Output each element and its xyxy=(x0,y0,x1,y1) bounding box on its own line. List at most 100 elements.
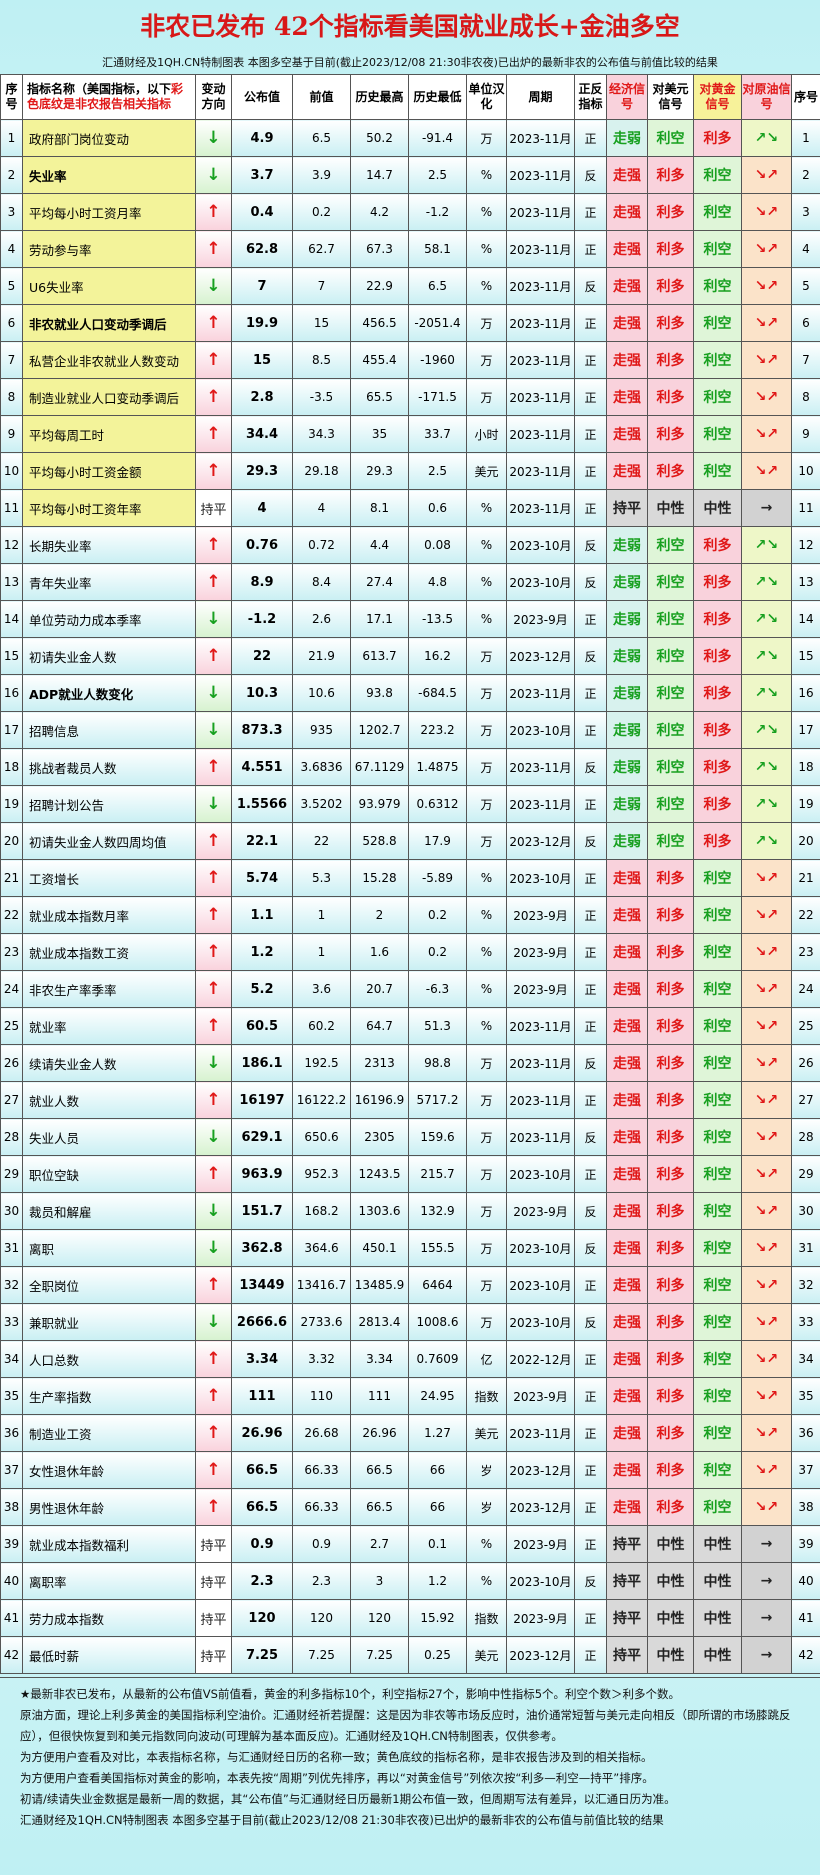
table-row: 12 长期失业率 ↑ 0.76 0.72 4.4 0.08% 2023-10月反走弱 利空 利多 ↗… xyxy=(0,526,820,564)
table-row: 25 就业率 ↑ 60.5 60.2 64.7 51.3% 2023-11月正走强 利多 利空 ↘↗… xyxy=(0,1007,820,1045)
usd-signal: 利多 xyxy=(647,859,694,897)
current-value: 22.1 xyxy=(231,822,293,860)
economy-signal: 走弱 xyxy=(606,600,648,638)
historical-high: 2313 xyxy=(350,1044,409,1082)
change-direction: ↑ xyxy=(195,1007,232,1045)
oil-signal: ↘↗ xyxy=(741,970,792,1008)
usd-signal: 利空 xyxy=(647,526,694,564)
row-number: 2 xyxy=(0,156,23,194)
gold-signal: 利空 xyxy=(693,267,742,305)
previous-value: 21.9 xyxy=(292,637,351,675)
period: 2023-10月 xyxy=(506,1266,575,1304)
usd-signal: 利多 xyxy=(647,1044,694,1082)
period: 2023-10月 xyxy=(506,1229,575,1267)
indicator-name: 最低时薪 xyxy=(22,1636,196,1674)
change-direction: ↓ xyxy=(195,119,232,157)
current-value: 873.3 xyxy=(231,711,293,749)
row-number: 26 xyxy=(0,1044,23,1082)
change-direction: ↑ xyxy=(195,341,232,379)
indicator-name: 制造业就业人口变动季调后 xyxy=(22,378,196,416)
row-number: 10 xyxy=(791,452,820,490)
previous-value: 13416.7 xyxy=(292,1266,351,1304)
gold-signal: 利多 xyxy=(693,563,742,601)
historical-low: 66 xyxy=(408,1488,467,1526)
row-number: 18 xyxy=(791,748,820,786)
period: 2023-10月 xyxy=(506,1562,575,1600)
gold-signal: 中性 xyxy=(693,1562,742,1600)
previous-value: 2733.6 xyxy=(292,1303,351,1341)
row-number: 31 xyxy=(791,1229,820,1267)
economy-signal: 持平 xyxy=(606,1599,648,1637)
economy-signal: 走强 xyxy=(606,304,648,342)
indicator-name: 女性退休年龄 xyxy=(22,1451,196,1489)
row-number: 4 xyxy=(791,230,820,268)
row-number: 17 xyxy=(791,711,820,749)
change-direction: ↑ xyxy=(195,1340,232,1378)
usd-signal: 利多 xyxy=(647,1229,694,1267)
usd-signal: 中性 xyxy=(647,1562,694,1600)
period: 2023-11月 xyxy=(506,1007,575,1045)
row-number: 14 xyxy=(791,600,820,638)
historical-high: 528.8 xyxy=(350,822,409,860)
current-value: 22 xyxy=(231,637,293,675)
historical-high: 67.1129 xyxy=(350,748,409,786)
previous-value: 34.3 xyxy=(292,415,351,453)
historical-high: 3.34 xyxy=(350,1340,409,1378)
previous-value: 952.3 xyxy=(292,1155,351,1193)
usd-signal: 利空 xyxy=(647,600,694,638)
previous-value: 364.6 xyxy=(292,1229,351,1267)
economy-signal: 走弱 xyxy=(606,119,648,157)
historical-low: -1.2 xyxy=(408,193,467,231)
current-value: 2.8 xyxy=(231,378,293,416)
current-value: 19.9 xyxy=(231,304,293,342)
oil-signal: ↘↗ xyxy=(741,156,792,194)
usd-signal: 利多 xyxy=(647,1414,694,1452)
indicator-name: 续请失业金人数 xyxy=(22,1044,196,1082)
period: 2023-11月 xyxy=(506,378,575,416)
gold-signal: 利空 xyxy=(693,304,742,342)
table-row: 22 就业成本指数月率 ↑ 1.1 1 2 0.2% 2023-9月正走强 利多 利空 ↘↗ 22 xyxy=(0,896,820,934)
row-number: 32 xyxy=(0,1266,23,1304)
indicator-name: 职位空缺 xyxy=(22,1155,196,1193)
period: 2023-10月 xyxy=(506,711,575,749)
table-row: 1 政府部门岗位变动 ↓ 4.9 6.5 50.2 -91.4 万 2023-11月正走弱 利空利… xyxy=(0,119,820,157)
period: 2023-11月 xyxy=(506,1414,575,1452)
oil-signal: ↗↘ xyxy=(741,674,792,712)
economy-signal: 走强 xyxy=(606,1118,648,1156)
historical-low: 223.2 xyxy=(408,711,467,749)
change-direction: 持平 xyxy=(195,1562,232,1600)
column-header: 对美元信号 xyxy=(647,74,694,120)
gold-signal: 利空 xyxy=(693,1451,742,1489)
economy-signal: 走弱 xyxy=(606,711,648,749)
previous-value: 66.33 xyxy=(292,1451,351,1489)
gold-signal: 利空 xyxy=(693,970,742,1008)
period: 2023-9月 xyxy=(506,933,575,971)
polarity: 正 xyxy=(574,1525,607,1563)
oil-signal: ↗↘ xyxy=(741,711,792,749)
oil-signal: ↘↗ xyxy=(741,230,792,268)
gold-signal: 利空 xyxy=(693,1118,742,1156)
table-row: 2 失业率 ↓ 3.7 3.9 14.7 2.5% 2023-11月反走强 利多 利空 ↘↗ 2 xyxy=(0,156,820,194)
historical-high: 2.7 xyxy=(350,1525,409,1563)
historical-high: 20.7 xyxy=(350,970,409,1008)
change-direction: ↑ xyxy=(195,1266,232,1304)
indicator-name: 非农就业人口变动季调后 xyxy=(22,304,196,342)
row-number: 38 xyxy=(0,1488,23,1526)
previous-value: 2.6 xyxy=(292,600,351,638)
change-direction: ↑ xyxy=(195,970,232,1008)
unit: 万 xyxy=(466,711,507,749)
table-row: 20 初请失业金人数四周均值 ↑ 22.1 22 528.8 17.9 万 2023-12月反走… xyxy=(0,822,820,860)
historical-low: 0.2 xyxy=(408,933,467,971)
table-row: 37 女性退休年龄 ↑ 66.5 66.33 66.5 66 岁 2023-12月正走强 利多 利空… xyxy=(0,1451,820,1489)
previous-value: -3.5 xyxy=(292,378,351,416)
unit: 万 xyxy=(466,1266,507,1304)
usd-signal: 利多 xyxy=(647,1118,694,1156)
polarity: 正 xyxy=(574,711,607,749)
change-direction: ↓ xyxy=(195,156,232,194)
historical-low: 98.8 xyxy=(408,1044,467,1082)
historical-low: -171.5 xyxy=(408,378,467,416)
historical-high: 26.96 xyxy=(350,1414,409,1452)
historical-low: 0.2 xyxy=(408,896,467,934)
polarity: 正 xyxy=(574,1081,607,1119)
usd-signal: 利多 xyxy=(647,1303,694,1341)
